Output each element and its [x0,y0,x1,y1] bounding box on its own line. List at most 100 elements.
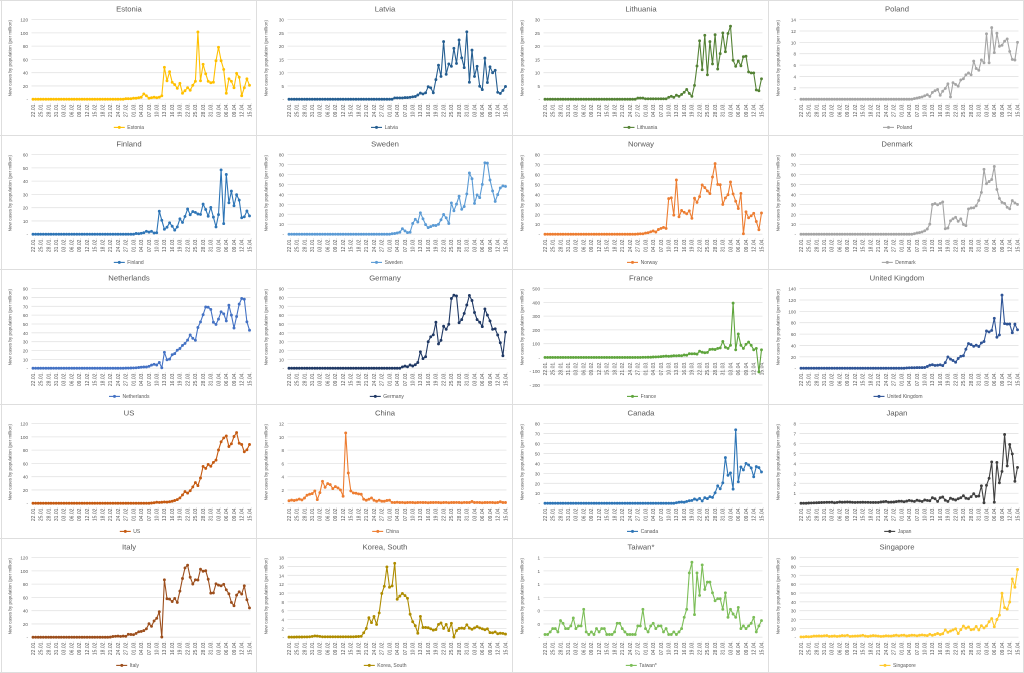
svg-text:01.03.: 01.03. [387,372,393,386]
svg-text:70: 70 [535,431,541,436]
svg-text:2: 2 [281,627,284,632]
svg-text:-: - [794,636,796,641]
svg-text:18.02.: 18.02. [612,103,618,117]
svg-text:04.03.: 04.03. [907,372,913,386]
svg-text:18.02.: 18.02. [356,507,362,521]
svg-text:Sweden: Sweden [371,139,399,148]
svg-text:03.02.: 03.02. [62,642,68,656]
svg-text:19.03.: 19.03. [178,238,184,252]
svg-text:09.04.: 09.04. [1000,642,1006,656]
svg-text:13.03.: 13.03. [418,372,424,386]
svg-text:10.03.: 10.03. [411,642,417,656]
svg-text:40: 40 [23,474,29,479]
svg-text:09.04.: 09.04. [488,103,494,117]
svg-text:40: 40 [23,179,29,184]
svg-text:4: 4 [281,618,284,623]
svg-text:22.03.: 22.03. [441,238,447,252]
svg-text:18.02.: 18.02. [868,103,874,117]
svg-text:60: 60 [791,172,797,177]
svg-text:60: 60 [791,332,797,337]
svg-text:09.02.: 09.02. [77,103,83,117]
svg-text:01.03.: 01.03. [643,507,649,521]
svg-text:30: 30 [791,609,797,614]
svg-text:22.01.: 22.01. [287,238,293,252]
svg-text:100: 100 [788,310,796,315]
svg-text:31.01.: 31.01. [822,372,828,386]
svg-text:03.04.: 03.04. [728,238,734,252]
svg-text:12.04.: 12.04. [1008,103,1014,117]
svg-text:31.01.: 31.01. [566,362,572,376]
svg-text:12.02.: 12.02. [597,362,603,376]
svg-text:19.03.: 19.03. [690,238,696,252]
svg-text:12.02.: 12.02. [341,507,347,521]
svg-text:Latvia: Latvia [375,5,396,14]
svg-text:28.03.: 28.03. [457,642,463,656]
svg-text:22.01.: 22.01. [543,103,549,117]
svg-text:13.03.: 13.03. [930,238,936,252]
svg-text:25.03.: 25.03. [705,238,711,252]
svg-text:04.03.: 04.03. [139,238,145,252]
svg-text:Denmark: Denmark [895,260,916,266]
svg-text:15.02.: 15.02. [349,103,355,117]
svg-text:09.02.: 09.02. [333,238,339,252]
svg-text:18.02.: 18.02. [612,642,618,656]
svg-text:15.04.: 15.04. [1015,103,1021,117]
svg-text:09.02.: 09.02. [589,507,595,521]
svg-text:21.02.: 21.02. [364,507,370,521]
svg-text:19.03.: 19.03. [178,642,184,656]
svg-text:27.02.: 27.02. [892,642,898,656]
svg-text:300: 300 [532,314,540,319]
svg-text:Germany: Germany [369,274,401,283]
svg-text:03.04.: 03.04. [984,372,990,386]
svg-text:Norway: Norway [628,139,654,148]
svg-text:10.03.: 10.03. [155,507,161,521]
svg-text:5: 5 [793,451,796,456]
svg-text:Canada: Canada [628,408,656,417]
svg-text:31.01.: 31.01. [822,642,828,656]
svg-text:15.04.: 15.04. [759,507,765,521]
svg-text:28.03.: 28.03. [201,507,207,521]
svg-text:28.01.: 28.01. [302,103,308,117]
svg-text:18.02.: 18.02. [356,238,362,252]
svg-text:10.03.: 10.03. [155,372,161,386]
svg-text:16.03.: 16.03. [170,507,176,521]
svg-text:13.03.: 13.03. [674,507,680,521]
svg-text:16.03.: 16.03. [938,507,944,521]
svg-text:22.03.: 22.03. [441,507,447,521]
svg-text:24.02.: 24.02. [884,103,890,117]
svg-text:15: 15 [279,57,285,62]
svg-text:15.04.: 15.04. [247,372,253,386]
svg-text:-: - [538,636,540,641]
svg-text:50: 50 [279,322,285,327]
svg-text:15.02.: 15.02. [605,238,611,252]
svg-text:27.02.: 27.02. [380,507,386,521]
svg-text:18: 18 [279,556,285,561]
svg-text:13.03.: 13.03. [418,103,424,117]
svg-text:140: 140 [788,287,796,292]
svg-text:28.03.: 28.03. [713,103,719,117]
svg-text:8: 8 [281,600,284,605]
svg-text:22.03.: 22.03. [697,362,703,376]
svg-text:100: 100 [20,569,28,574]
svg-text:28.01.: 28.01. [302,507,308,521]
svg-text:03.02.: 03.02. [318,507,324,521]
svg-text:15.04.: 15.04. [759,362,765,376]
svg-text:15.04.: 15.04. [759,642,765,656]
svg-text:18.02.: 18.02. [612,362,618,376]
svg-text:06.02.: 06.02. [69,507,75,521]
svg-text:70: 70 [279,162,285,167]
svg-text:New cases by population (per m: New cases by population (per million) [776,558,781,635]
svg-text:01.03.: 01.03. [643,642,649,656]
svg-text:12.02.: 12.02. [597,642,603,656]
svg-text:25.03.: 25.03. [705,642,711,656]
svg-text:New cases by population (per m: New cases by population (per million) [264,558,269,635]
svg-text:13.03.: 13.03. [674,238,680,252]
svg-text:25.03.: 25.03. [449,238,455,252]
svg-text:6: 6 [793,63,796,68]
svg-text:04.03.: 04.03. [395,103,401,117]
svg-text:12.04.: 12.04. [752,238,758,252]
svg-text:25.03.: 25.03. [705,103,711,117]
svg-text:24.02.: 24.02. [884,507,890,521]
svg-text:06.04.: 06.04. [480,103,486,117]
svg-text:09.02.: 09.02. [333,103,339,117]
